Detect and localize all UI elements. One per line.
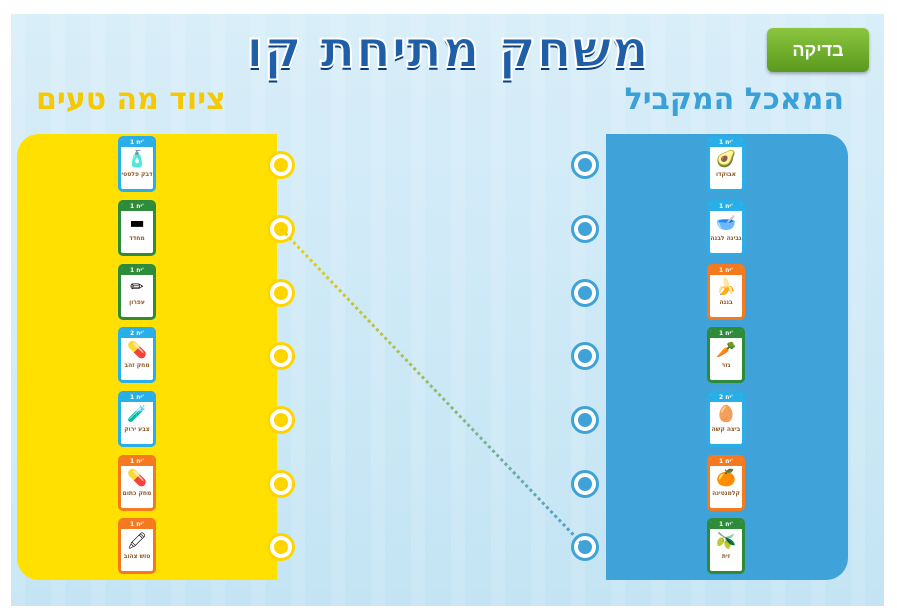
left-connector-dot[interactable] bbox=[267, 279, 295, 307]
left-card: 2 יח' 💊 מחק זהב bbox=[118, 327, 156, 383]
item-name: מחק זהב bbox=[124, 362, 150, 369]
quantity-badge: 1 יח' bbox=[710, 139, 742, 147]
item-name: מחק כתום bbox=[122, 490, 152, 497]
item-icon: 🍌 bbox=[716, 277, 736, 296]
right-card: 2 יח' 🥚 ביצה קשה bbox=[707, 391, 745, 447]
game-board: משחק מתיחת קו בדיקה ציוד מה טעים המאכל ה… bbox=[11, 14, 884, 606]
left-card: 1 יח' ✏ עפרון bbox=[118, 264, 156, 320]
item-name: ביצה קשה bbox=[711, 426, 741, 433]
item-name: בננה bbox=[719, 299, 733, 306]
left-connector-dot[interactable] bbox=[267, 342, 295, 370]
item-name: טוש צהוב bbox=[123, 553, 151, 560]
left-header: ציוד מה טעים bbox=[36, 82, 226, 117]
right-connector-dot[interactable] bbox=[571, 470, 599, 498]
check-button[interactable]: בדיקה bbox=[767, 28, 869, 72]
quantity-badge: 1 יח' bbox=[121, 521, 153, 529]
quantity-badge: 2 יח' bbox=[710, 394, 742, 402]
left-connector-dot[interactable] bbox=[267, 151, 295, 179]
left-card: 1 יח' 🧴 דבק פלסטי bbox=[118, 136, 156, 192]
right-connector-dot[interactable] bbox=[571, 215, 599, 243]
item-icon: 🥑 bbox=[716, 149, 736, 168]
left-connector-dot[interactable] bbox=[267, 406, 295, 434]
item-icon: 🧪 bbox=[127, 404, 147, 423]
item-name: דבק פלסטי bbox=[121, 171, 153, 178]
quantity-badge: 1 יח' bbox=[121, 203, 153, 211]
right-header: המאכל המקביל bbox=[624, 82, 844, 117]
right-card: 1 יח' 🥣 גבינה לבנה bbox=[707, 200, 745, 256]
right-card: 1 יח' 🥕 גזר bbox=[707, 327, 745, 383]
page-title: משחק מתיחת קו bbox=[245, 19, 650, 81]
quantity-badge: 2 יח' bbox=[121, 330, 153, 338]
item-icon: 💊 bbox=[127, 340, 147, 359]
quantity-badge: 1 יח' bbox=[710, 330, 742, 338]
left-card: 1 יח' 🧪 צבע ירוק bbox=[118, 391, 156, 447]
right-card: 1 יח' 🍊 קלמנטינה bbox=[707, 455, 745, 511]
right-connector-dot[interactable] bbox=[571, 406, 599, 434]
quantity-badge: 1 יח' bbox=[710, 521, 742, 529]
quantity-badge: 1 יח' bbox=[710, 267, 742, 275]
left-card: 1 יח' ▬ מחדד bbox=[118, 200, 156, 256]
item-name: מחדד bbox=[129, 235, 145, 242]
item-name: צבע ירוק bbox=[124, 426, 150, 433]
item-name: קלמנטינה bbox=[712, 490, 740, 497]
left-card: 1 יח' 💊 מחק כתום bbox=[118, 455, 156, 511]
right-card: 1 יח' 🫒 זית bbox=[707, 518, 745, 574]
left-connector-dot[interactable] bbox=[267, 215, 295, 243]
quantity-badge: 1 יח' bbox=[121, 267, 153, 275]
item-icon: ▬ bbox=[129, 213, 145, 232]
quantity-badge: 1 יח' bbox=[710, 458, 742, 466]
item-icon: 🥚 bbox=[716, 404, 736, 423]
item-icon: 🍊 bbox=[716, 468, 736, 487]
item-icon: 🖍 bbox=[126, 531, 148, 550]
item-icon: 🧴 bbox=[127, 149, 147, 168]
item-name: אבוקדו bbox=[715, 171, 737, 178]
item-icon: 💊 bbox=[127, 468, 147, 487]
left-connector-dot[interactable] bbox=[267, 533, 295, 561]
item-name: זית bbox=[721, 553, 731, 560]
right-card: 1 יח' 🍌 בננה bbox=[707, 264, 745, 320]
item-icon: 🥕 bbox=[716, 340, 736, 359]
right-connector-dot[interactable] bbox=[571, 342, 599, 370]
right-connector-dot[interactable] bbox=[571, 279, 599, 307]
item-icon: 🫒 bbox=[716, 531, 736, 550]
connection-line bbox=[279, 227, 587, 549]
item-icon: 🥣 bbox=[716, 213, 736, 232]
quantity-badge: 1 יח' bbox=[710, 203, 742, 211]
item-name: גזר bbox=[721, 362, 731, 369]
right-card: 1 יח' 🥑 אבוקדו bbox=[707, 136, 745, 192]
connection-lines bbox=[279, 227, 587, 549]
item-name: גבינה לבנה bbox=[710, 235, 742, 242]
quantity-badge: 1 יח' bbox=[121, 139, 153, 147]
right-connector-dot[interactable] bbox=[571, 151, 599, 179]
item-icon: ✏ bbox=[130, 277, 144, 296]
quantity-badge: 1 יח' bbox=[121, 458, 153, 466]
quantity-badge: 1 יח' bbox=[121, 394, 153, 402]
left-card: 1 יח' 🖍 טוש צהוב bbox=[118, 518, 156, 574]
item-name: עפרון bbox=[129, 299, 145, 306]
left-connector-dot[interactable] bbox=[267, 470, 295, 498]
